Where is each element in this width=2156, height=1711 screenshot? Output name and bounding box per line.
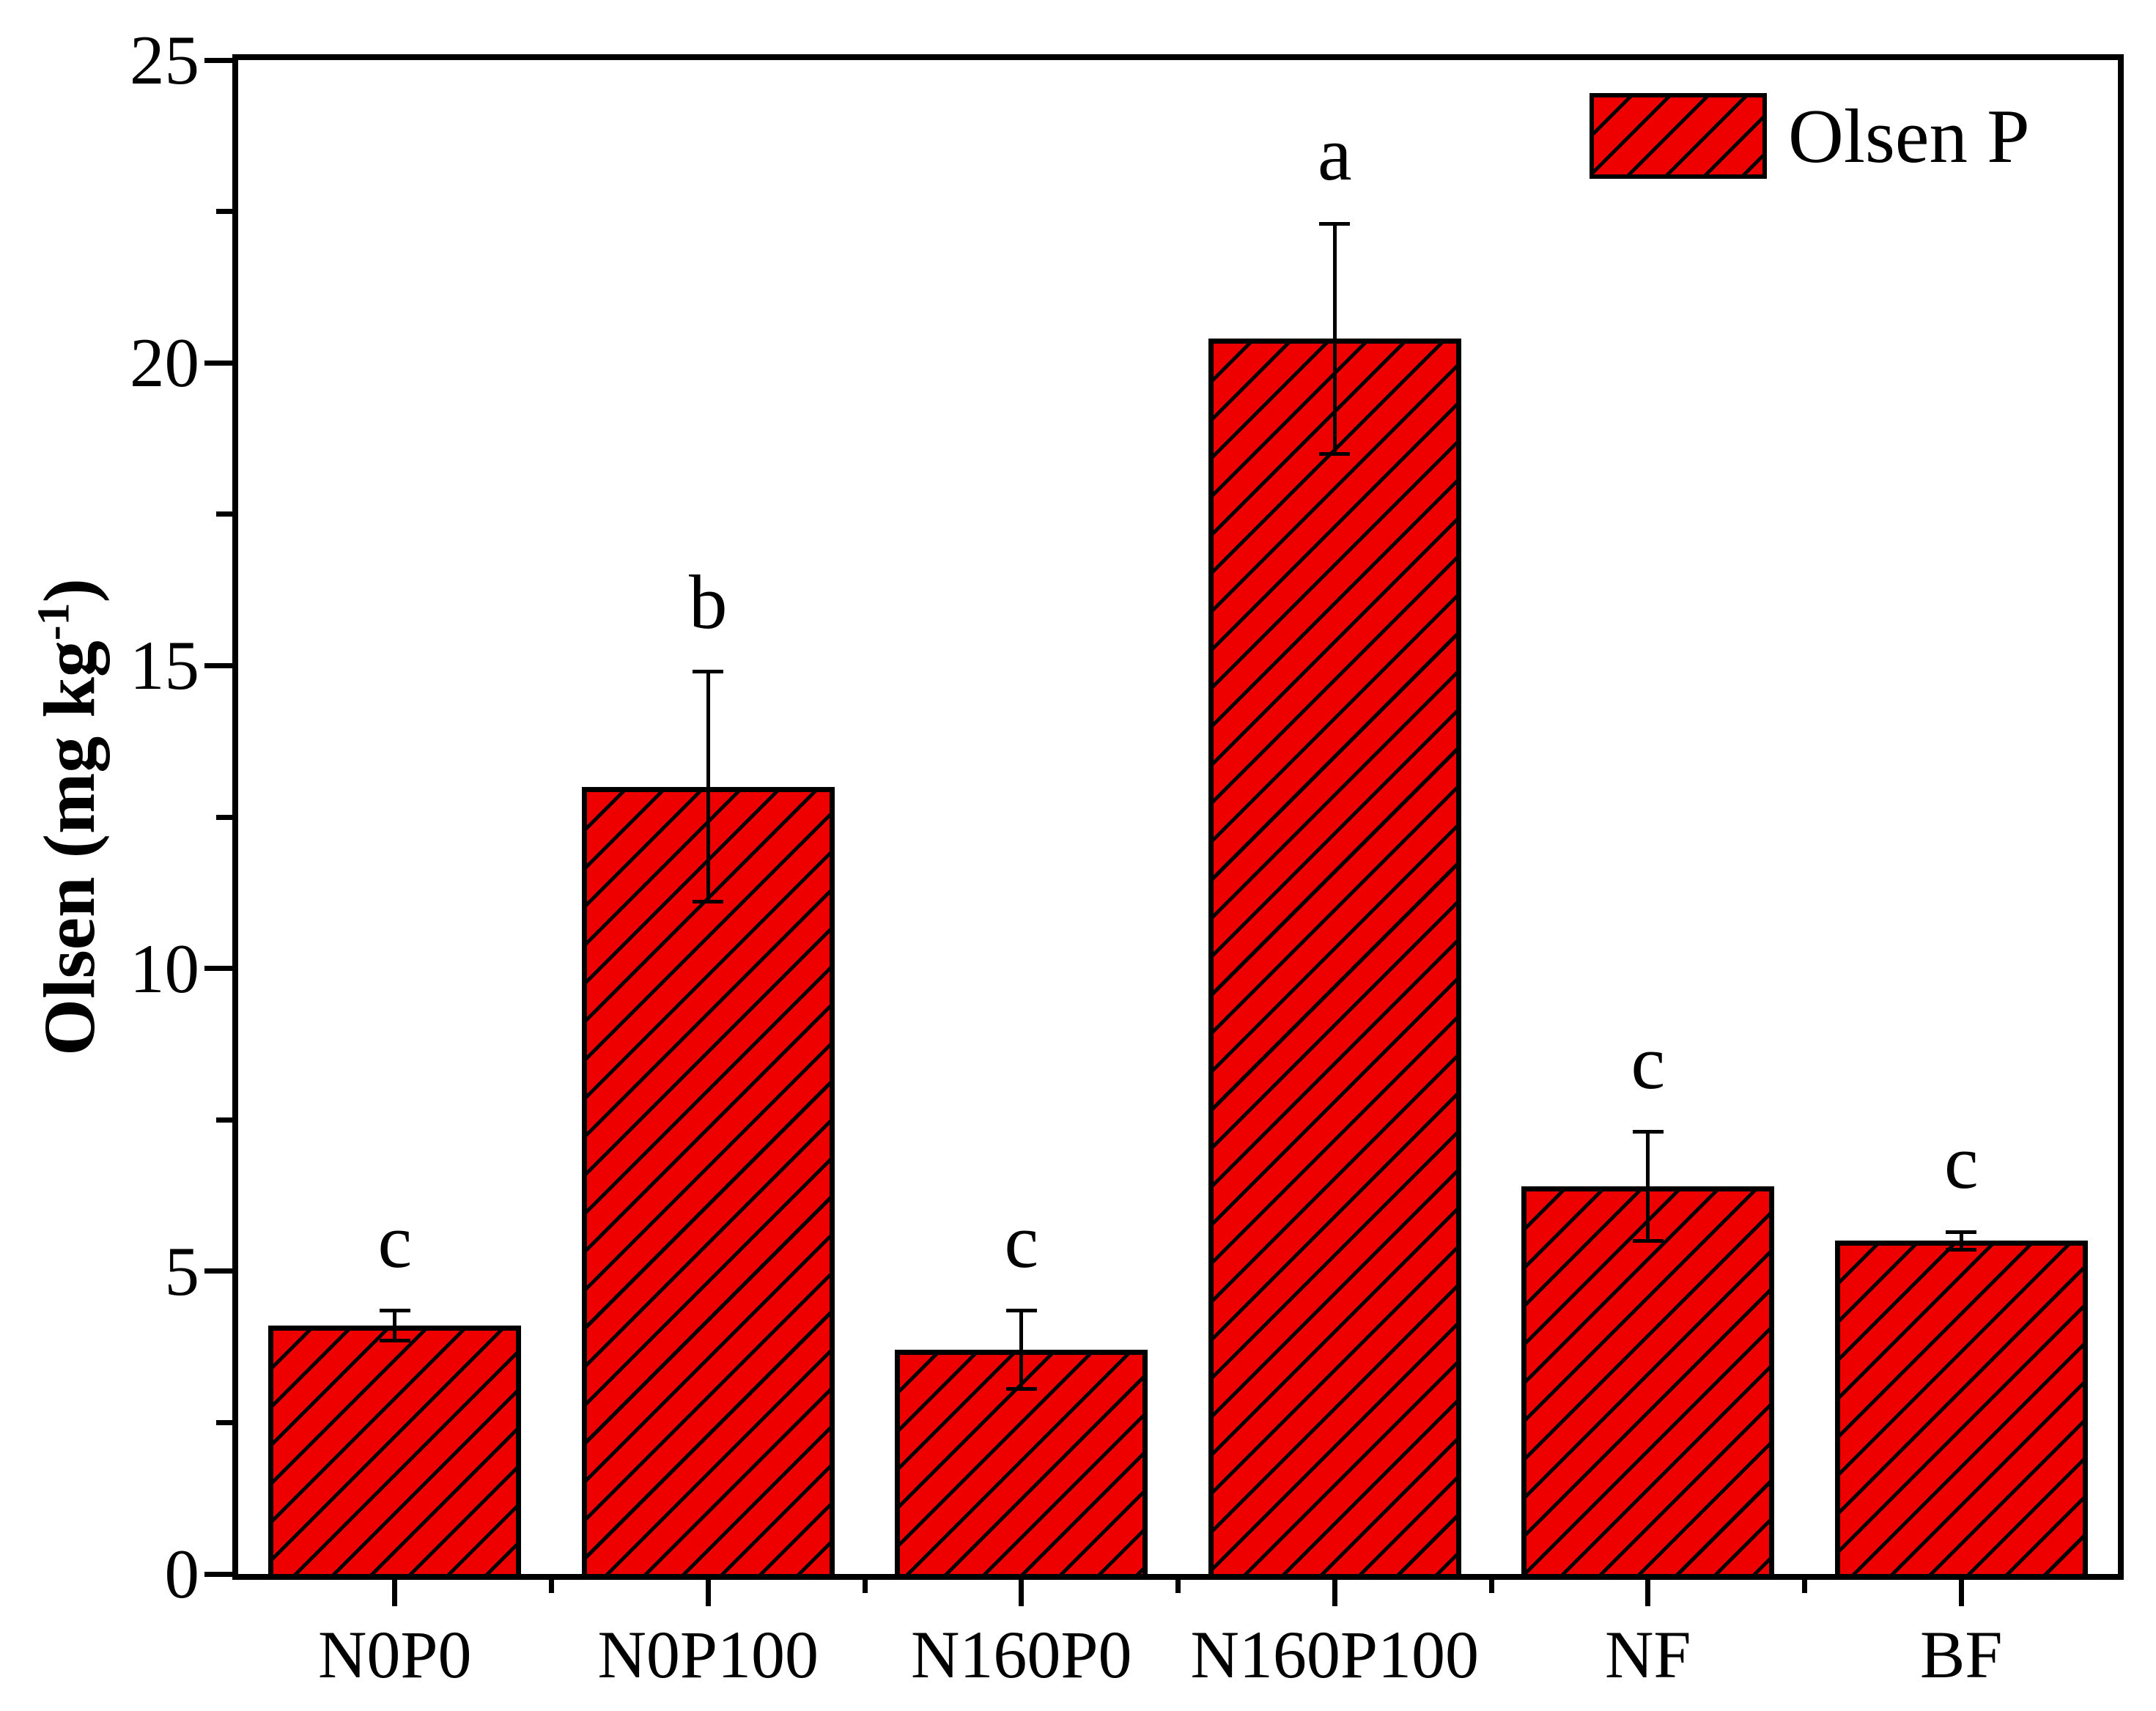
y-axis-title-text: Olsen (mg kg [29,640,110,1056]
sig-letter-N160P0: c [1004,1197,1039,1284]
error-bar-N160P100 [1332,223,1337,454]
sig-letter-N0P100: b [689,558,728,645]
x-major-tick-N160P0 [1019,1580,1025,1606]
bar-N0P100 [581,786,835,1574]
bar-N160P100 [1208,339,1461,1574]
y-minor-tick-2.5 [216,1419,232,1425]
x-tick-label-N0P100: N0P100 [597,1617,819,1692]
x-minor-tick-3 [1175,1580,1181,1593]
y-tick-label-5: 5 [164,1232,200,1310]
error-cap-bottom-N160P0 [1005,1387,1037,1392]
error-cap-bottom-BF [1946,1248,1977,1252]
error-cap-bottom-NF [1632,1238,1664,1243]
y-major-tick-10 [204,966,232,972]
y-tick-label-20: 20 [130,324,199,402]
x-minor-tick-2 [862,1580,868,1593]
x-tick-label-N160P100: N160P100 [1190,1617,1480,1692]
error-cap-bottom-N160P100 [1319,451,1351,456]
sig-letter-N0P0: c [377,1197,413,1284]
y-major-tick-15 [204,662,232,668]
y-major-tick-0 [204,1571,232,1577]
y-major-tick-25 [204,57,232,63]
y-major-tick-20 [204,360,232,366]
plot-frame [232,54,2124,1580]
y-tick-label-0: 0 [164,1535,200,1613]
sig-letter-N160P100: a [1317,111,1352,197]
x-minor-tick-4 [1488,1580,1494,1593]
bar-BF [1834,1241,2088,1574]
y-axis-title: Olsen (mg kg-1) [29,578,110,1056]
error-bar-NF [1646,1131,1650,1241]
bar-N0P0 [268,1326,522,1574]
x-major-tick-NF [1645,1580,1651,1606]
error-cap-bottom-N0P0 [379,1339,410,1343]
x-major-tick-N0P0 [392,1580,398,1606]
x-major-tick-N0P100 [705,1580,711,1606]
sig-letter-BF: c [1943,1119,1979,1205]
y-minor-tick-17.5 [216,511,232,517]
y-major-tick-5 [204,1268,232,1274]
y-minor-tick-12.5 [216,814,232,820]
x-tick-label-N0P0: N0P0 [317,1617,472,1692]
y-minor-tick-22.5 [216,209,232,215]
sig-letter-NF: c [1631,1019,1666,1105]
y-tick-label-15: 15 [130,627,199,705]
error-cap-top-N0P100 [693,670,724,674]
error-cap-bottom-N0P100 [693,900,724,904]
y-axis-title-suffix: ) [29,578,110,603]
error-cap-top-NF [1632,1130,1664,1134]
error-bar-N160P0 [1019,1310,1024,1389]
error-bar-N0P0 [393,1310,397,1341]
error-cap-top-N160P0 [1005,1309,1037,1313]
bar-NF [1521,1186,1775,1574]
y-tick-label-10: 10 [130,929,199,1008]
error-cap-top-BF [1946,1230,1977,1234]
x-tick-label-BF: BF [1919,1617,2003,1692]
error-bar-BF [1959,1232,1963,1250]
error-cap-top-N0P0 [379,1309,410,1313]
y-axis-title-superscript: -1 [29,602,79,641]
y-minor-tick-7.5 [216,1117,232,1123]
x-major-tick-BF [1958,1580,1964,1606]
bar-N160P0 [895,1350,1148,1574]
error-bar-N0P100 [706,671,710,902]
x-tick-label-NF: NF [1604,1617,1691,1692]
x-major-tick-N160P100 [1332,1580,1337,1606]
x-minor-tick-5 [1802,1580,1807,1593]
x-minor-tick-1 [549,1580,554,1593]
x-tick-label-N160P0: N160P0 [910,1617,1132,1692]
y-tick-label-25: 25 [130,21,199,99]
error-cap-top-N160P100 [1319,221,1351,226]
